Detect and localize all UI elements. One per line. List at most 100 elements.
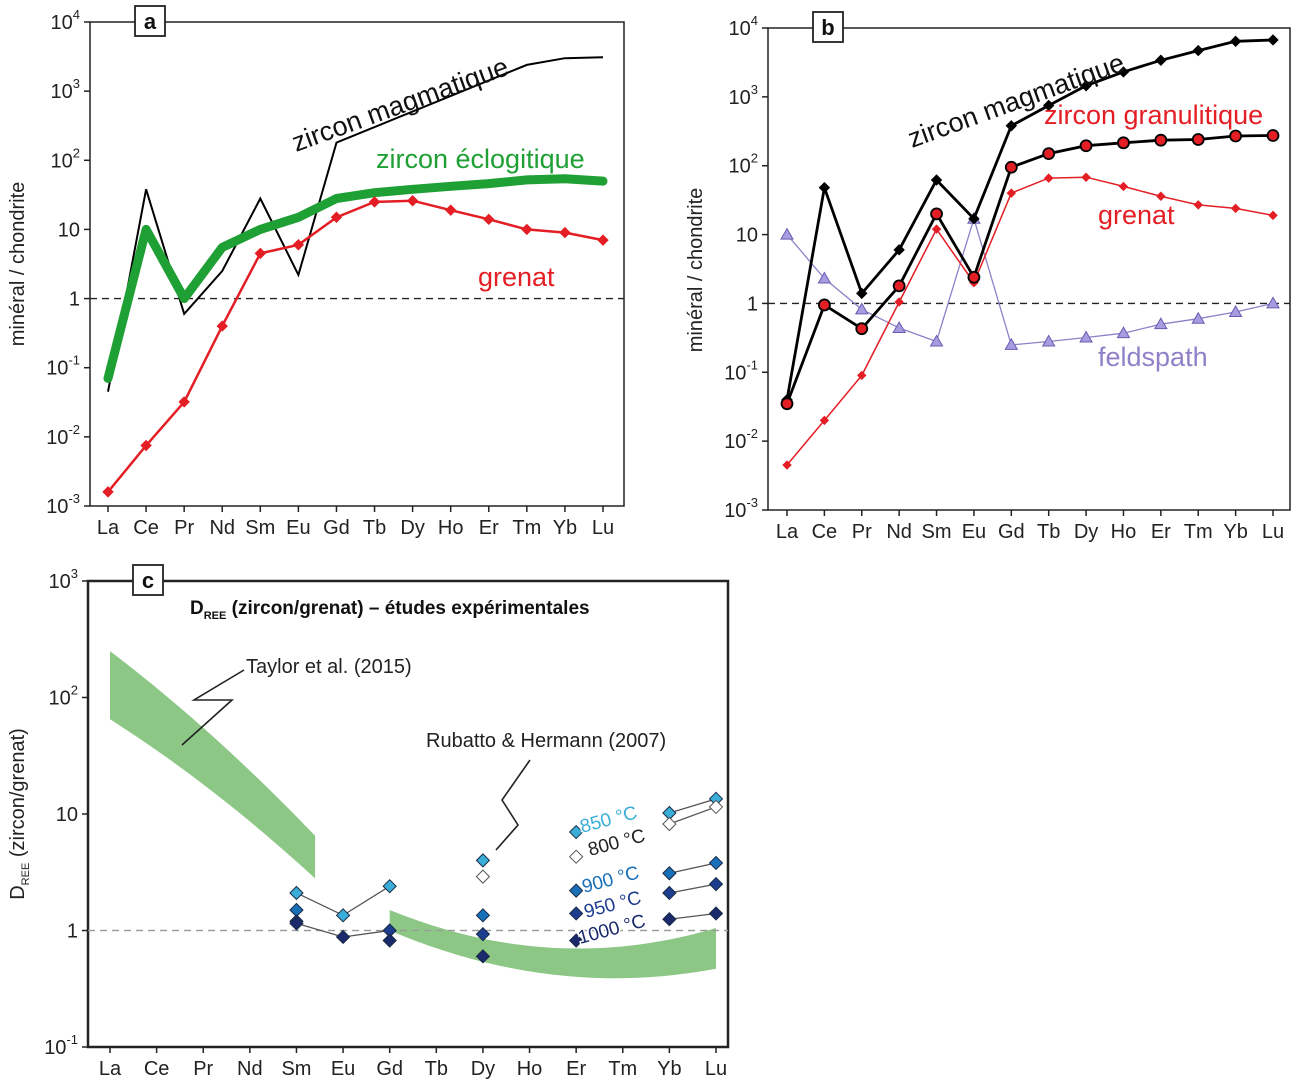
x-tick-label: Ho [438, 517, 464, 539]
grenat-point [1043, 173, 1054, 183]
feldspath-point [1228, 305, 1243, 318]
series-label-feldspath: feldspath [1098, 342, 1208, 372]
y-tick-label: 103 [729, 82, 758, 109]
chart-title-part: D [190, 598, 204, 619]
y-tick-exp: -3 [746, 495, 758, 510]
y-tick-label: 1 [69, 289, 80, 311]
feldspath-point [1153, 317, 1168, 330]
y-tick-label: 10 [58, 219, 80, 241]
grenat-point [216, 320, 228, 332]
y-tick-exp: -2 [746, 426, 758, 441]
zircon-granulitique-point [930, 207, 943, 221]
series-label-zircon-granulitique: zircon granulitique [1044, 100, 1263, 130]
series-line-zircon-eclogitique [103, 174, 608, 383]
x-tick-label: Yb [553, 517, 577, 539]
y-tick-label: 10 [56, 804, 78, 826]
y-tick-base: 10 [49, 571, 71, 593]
zircon-granulitique-point [1229, 129, 1243, 143]
x-tick-label: Dy [400, 517, 424, 539]
feldspath-point [1116, 326, 1131, 339]
y-tick-base: 10 [729, 87, 751, 109]
y-tick-label: 10-2 [724, 426, 758, 453]
grenat-point [178, 396, 190, 408]
x-tick-label: Eu [962, 521, 986, 543]
y-tick-exp: -1 [68, 353, 80, 368]
y-axis-label-sub: REE [20, 863, 32, 886]
grenat-point [102, 486, 114, 498]
y-tick-exp: -1 [66, 1032, 78, 1047]
zircon-granulitique-point [855, 322, 869, 336]
grenat-point [931, 224, 942, 234]
zircon-granulitique-point [1042, 147, 1056, 160]
x-tick-label: Sm [281, 1058, 311, 1080]
y-axis-label-text: minéral / chondrite [685, 188, 707, 353]
x-tick-label: Lu [1262, 521, 1284, 543]
y-tick-base: 10 [51, 81, 73, 103]
y-axis-label: minéral / chondrite [7, 182, 29, 347]
temperature-connector [669, 806, 717, 825]
temperature-point [662, 866, 677, 881]
temperature-point [708, 906, 724, 921]
y-tick-label: 10-3 [724, 495, 758, 522]
panel-label-box [812, 11, 844, 43]
zircon-granulitique-point [1079, 139, 1093, 153]
grenat-point [521, 223, 533, 236]
x-tick-label: Tm [1184, 521, 1213, 543]
zircon-magmatique-point [1117, 66, 1130, 78]
x-tick-label: Er [479, 517, 499, 539]
temperature-point [708, 876, 724, 892]
y-tick-exp: -1 [746, 357, 758, 372]
feldspath-point [929, 334, 944, 347]
grenat-point [444, 204, 457, 216]
temperature-point [475, 869, 491, 884]
y-tick-base: 10 [729, 156, 751, 178]
x-tick-label: Pr [174, 517, 194, 539]
x-tick-label: Dy [1074, 521, 1098, 543]
grenat-point [1118, 181, 1129, 192]
zircon-magmatique-point [1155, 54, 1167, 66]
series-line-zircon-magmatique [107, 56, 604, 392]
y-axis-label-text: D [7, 885, 29, 899]
temperature-point [335, 929, 351, 945]
x-tick-label: Er [566, 1058, 586, 1080]
feldspath-point [1079, 330, 1093, 343]
x-tick-label: Tb [363, 517, 386, 539]
chart-title-part: (zircon/grenat) – études expérimentales [226, 598, 589, 619]
y-tick-label: 1 [67, 921, 78, 943]
grenat-point [1081, 172, 1091, 182]
feldspath-point [1041, 334, 1056, 347]
annotation-leader [181, 669, 245, 746]
zircon-granulitique-point [967, 270, 981, 284]
x-tick-label: Eu [331, 1058, 355, 1080]
y-tick-base: 10 [724, 500, 746, 522]
y-tick-base: 10 [46, 358, 68, 380]
temperature-point [289, 916, 304, 931]
annotation-rubatto: Rubatto & Hermann (2007) [426, 730, 666, 752]
x-tick-label: Nd [886, 521, 912, 543]
y-tick-label: 10-1 [44, 1032, 78, 1059]
grenat-point [597, 234, 609, 246]
zircon-magmatique-point [1192, 44, 1204, 57]
y-axis-label-rest: (zircon/grenat) [7, 728, 29, 863]
temperature-point [568, 824, 584, 840]
y-tick-exp: 2 [73, 145, 80, 160]
y-tick-base: 10 [46, 496, 68, 518]
zircon-granulitique-point [817, 298, 831, 312]
feldspath-point [780, 227, 794, 240]
grenat-point [292, 239, 305, 251]
panel-label: c [142, 568, 154, 593]
temperature-point [382, 878, 397, 894]
y-tick-exp: 3 [73, 76, 80, 91]
panel-label: a [144, 9, 157, 34]
temperature-point [568, 906, 584, 921]
x-tick-label: Ce [144, 1058, 170, 1080]
grenat-point [857, 370, 867, 381]
y-tick-label: 104 [51, 7, 80, 34]
x-tick-label: Gd [376, 1058, 403, 1080]
series-label-grenat: grenat [1098, 200, 1175, 230]
y-tick-label: 102 [729, 151, 758, 178]
grenat-point [1268, 210, 1278, 221]
temperature-point [708, 855, 724, 871]
grenat-point [330, 211, 343, 223]
